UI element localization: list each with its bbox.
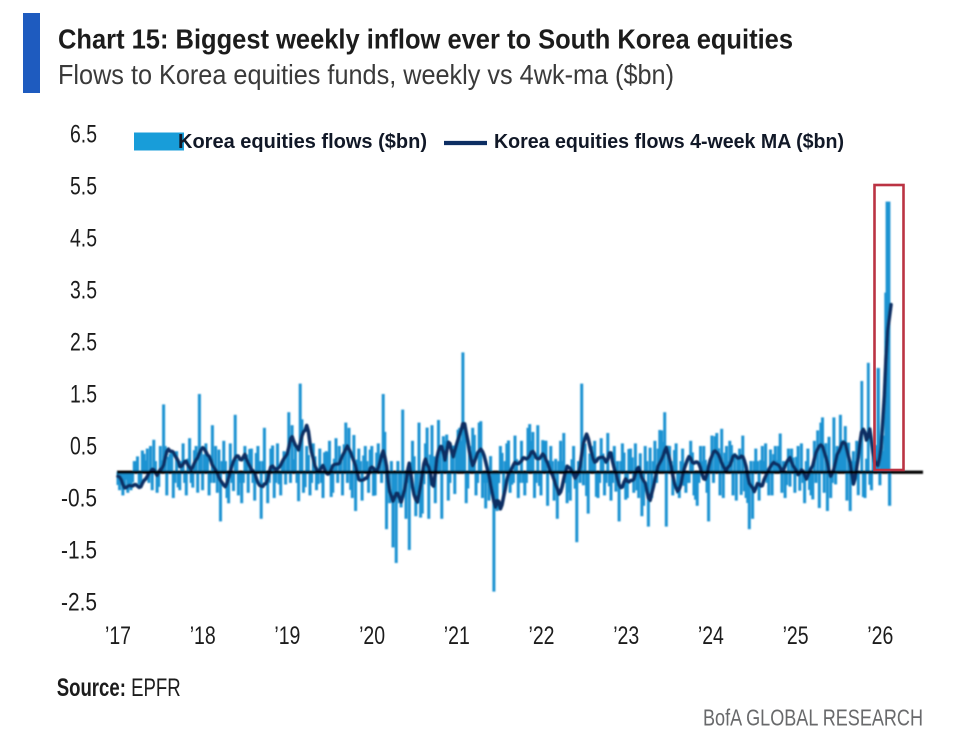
- svg-text:’22: ’22: [529, 622, 555, 650]
- svg-text:Flows to Korea equities funds,: Flows to Korea equities funds, weekly vs…: [58, 59, 674, 90]
- svg-text:’20: ’20: [359, 622, 385, 650]
- svg-text:-2.5: -2.5: [61, 589, 97, 617]
- svg-text:Korea equities flows ($bn): Korea equities flows ($bn): [178, 131, 427, 153]
- svg-text:’26: ’26: [867, 622, 893, 650]
- svg-text:’18: ’18: [190, 622, 216, 650]
- svg-text:6.5: 6.5: [70, 121, 97, 149]
- svg-text:0.5: 0.5: [70, 433, 97, 461]
- svg-text:BofA GLOBAL RESEARCH: BofA GLOBAL RESEARCH: [703, 705, 923, 731]
- svg-text:’17: ’17: [105, 622, 131, 650]
- svg-text:4.5: 4.5: [70, 225, 97, 253]
- svg-text:Korea equities flows 4-week MA: Korea equities flows 4-week MA ($bn): [494, 131, 844, 153]
- svg-text:’24: ’24: [698, 622, 724, 650]
- svg-text:’23: ’23: [613, 622, 639, 650]
- svg-text:2.5: 2.5: [70, 329, 97, 357]
- svg-text:’21: ’21: [444, 622, 470, 650]
- svg-text:Chart 15: Biggest weekly inflo: Chart 15: Biggest weekly inflow ever to …: [58, 24, 793, 55]
- svg-text:’25: ’25: [783, 622, 809, 650]
- svg-text:’19: ’19: [274, 622, 300, 650]
- svg-text:-0.5: -0.5: [61, 485, 97, 513]
- svg-text:Source: EPFR: Source: EPFR: [57, 674, 181, 702]
- svg-text:3.5: 3.5: [70, 277, 97, 305]
- svg-text:-1.5: -1.5: [61, 537, 97, 565]
- svg-text:1.5: 1.5: [70, 381, 97, 409]
- svg-text:5.5: 5.5: [70, 173, 97, 201]
